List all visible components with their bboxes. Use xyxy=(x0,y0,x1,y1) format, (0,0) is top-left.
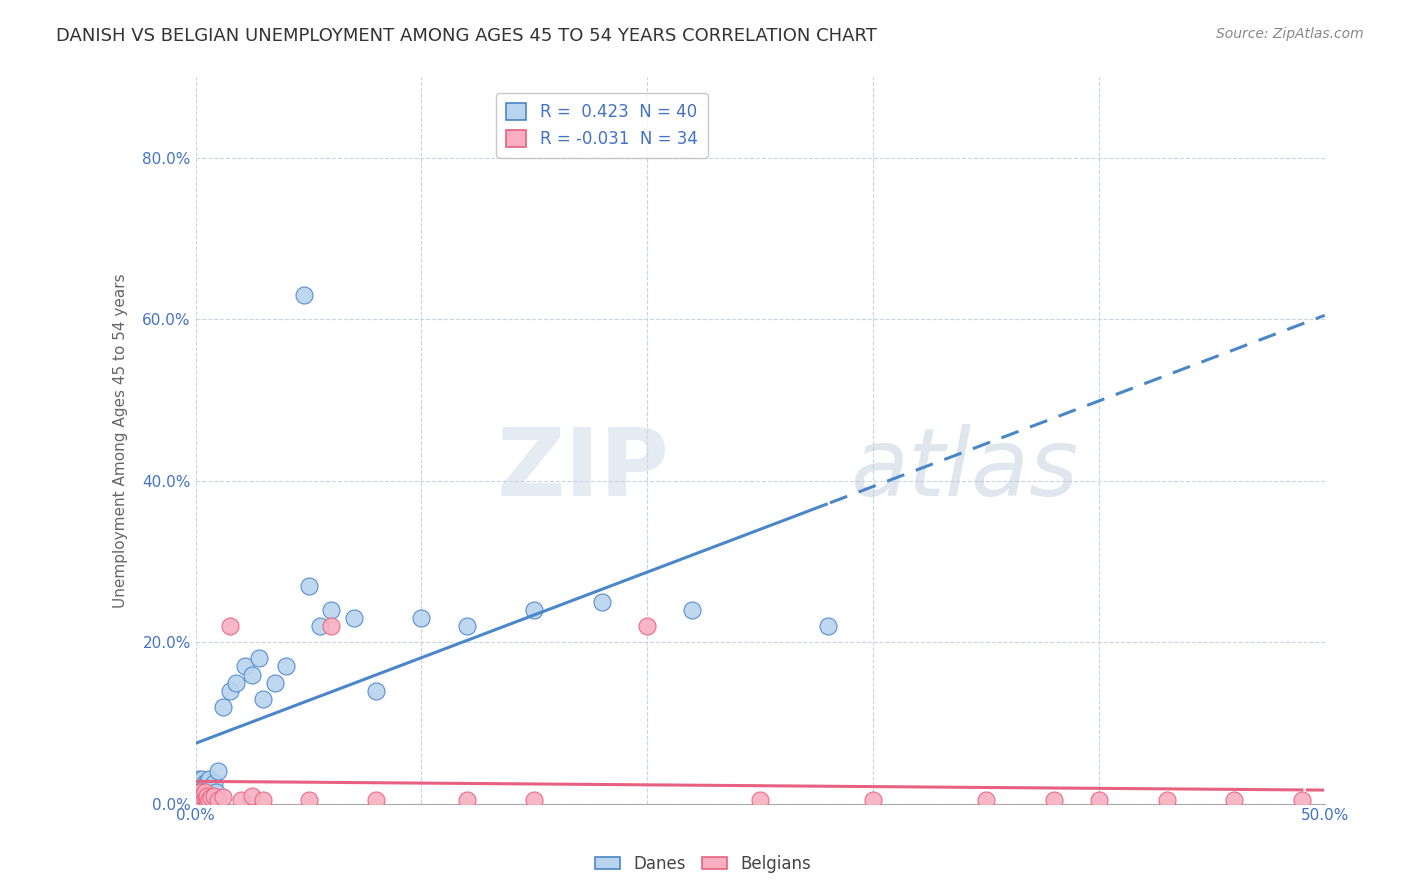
Point xyxy=(195,789,218,803)
Point xyxy=(321,603,343,617)
Point xyxy=(1291,792,1313,806)
Point xyxy=(202,789,225,803)
Point xyxy=(1223,792,1246,806)
Point xyxy=(343,611,366,625)
Point xyxy=(636,619,658,633)
Point xyxy=(862,792,884,806)
Point xyxy=(191,789,214,803)
Point xyxy=(292,288,315,302)
Point xyxy=(523,792,546,806)
Point xyxy=(681,603,703,617)
Point xyxy=(225,675,247,690)
Point xyxy=(187,772,209,787)
Point xyxy=(207,764,229,779)
Point xyxy=(194,792,217,806)
Point xyxy=(198,792,221,806)
Point xyxy=(188,789,211,803)
Point xyxy=(252,691,274,706)
Point xyxy=(523,603,546,617)
Point xyxy=(308,619,330,633)
Point xyxy=(591,595,613,609)
Point xyxy=(194,784,217,798)
Point xyxy=(366,683,388,698)
Point xyxy=(200,780,222,795)
Point xyxy=(263,675,285,690)
Point xyxy=(1088,792,1111,806)
Point xyxy=(194,790,217,805)
Point xyxy=(321,619,343,633)
Point xyxy=(188,784,211,798)
Point xyxy=(218,683,240,698)
Point xyxy=(187,780,209,795)
Point xyxy=(191,780,214,795)
Point xyxy=(207,792,229,806)
Point xyxy=(205,784,228,798)
Point xyxy=(195,776,218,790)
Point xyxy=(198,784,221,798)
Text: atlas: atlas xyxy=(851,424,1078,515)
Point xyxy=(1156,792,1178,806)
Point xyxy=(274,659,297,673)
Point xyxy=(366,792,388,806)
Point xyxy=(1042,792,1064,806)
Y-axis label: Unemployment Among Ages 45 to 54 years: Unemployment Among Ages 45 to 54 years xyxy=(114,273,128,607)
Point xyxy=(411,611,433,625)
Point xyxy=(456,619,478,633)
Point xyxy=(456,792,478,806)
Point xyxy=(229,792,252,806)
Point xyxy=(195,789,218,803)
Point xyxy=(749,792,772,806)
Point xyxy=(187,792,209,806)
Point xyxy=(191,789,214,803)
Point xyxy=(240,667,263,681)
Text: DANISH VS BELGIAN UNEMPLOYMENT AMONG AGES 45 TO 54 YEARS CORRELATION CHART: DANISH VS BELGIAN UNEMPLOYMENT AMONG AGE… xyxy=(56,27,877,45)
Point xyxy=(974,792,997,806)
Point xyxy=(194,784,217,798)
Point xyxy=(218,619,240,633)
Point xyxy=(191,792,214,806)
Point xyxy=(240,789,263,803)
Point xyxy=(297,579,319,593)
Point xyxy=(188,784,211,798)
Point xyxy=(195,792,218,806)
Point xyxy=(187,790,209,805)
Point xyxy=(188,776,211,790)
Point xyxy=(191,772,214,787)
Point xyxy=(211,790,233,805)
Point xyxy=(188,792,211,806)
Point xyxy=(194,776,217,790)
Point xyxy=(195,780,218,795)
Point xyxy=(247,651,270,665)
Point xyxy=(233,659,256,673)
Legend: Danes, Belgians: Danes, Belgians xyxy=(588,848,818,880)
Point xyxy=(252,792,274,806)
Point xyxy=(187,789,209,803)
Point xyxy=(200,790,222,805)
Text: Source: ZipAtlas.com: Source: ZipAtlas.com xyxy=(1216,27,1364,41)
Point xyxy=(817,619,839,633)
Point xyxy=(198,772,221,787)
Point xyxy=(297,792,319,806)
Point xyxy=(211,699,233,714)
Legend: R =  0.423  N = 40, R = -0.031  N = 34: R = 0.423 N = 40, R = -0.031 N = 34 xyxy=(496,93,707,158)
Text: ZIP: ZIP xyxy=(496,424,669,516)
Point xyxy=(202,776,225,790)
Point xyxy=(188,792,211,806)
